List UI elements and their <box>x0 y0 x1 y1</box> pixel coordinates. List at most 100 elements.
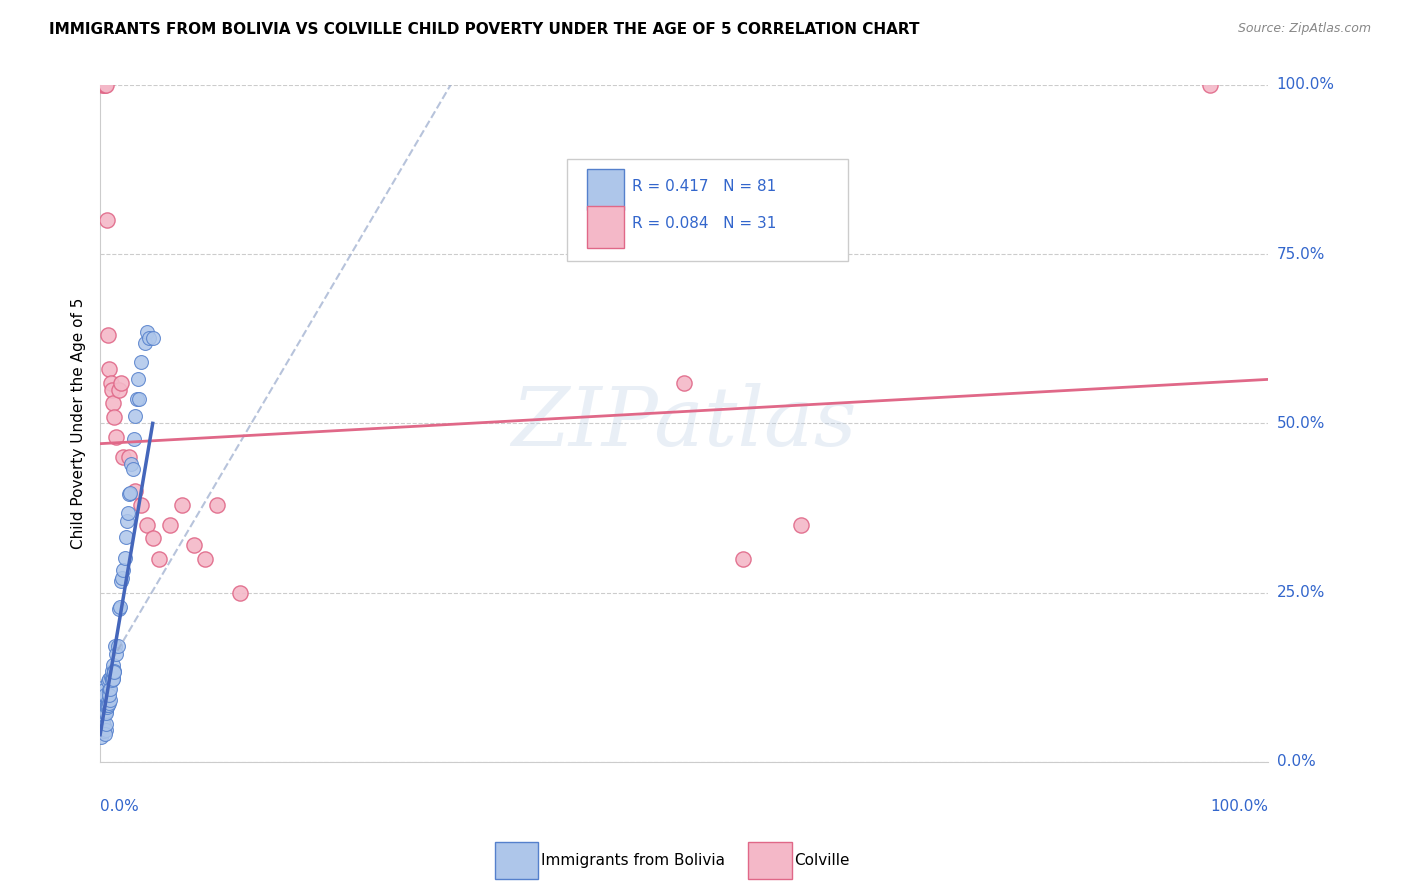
Point <box>101 672 124 686</box>
Point <box>205 498 228 512</box>
Point <box>93 719 115 733</box>
Point <box>93 706 115 720</box>
Point <box>122 461 145 475</box>
Point <box>91 694 114 708</box>
Point <box>103 409 125 424</box>
Point <box>108 383 131 397</box>
Point <box>112 450 135 465</box>
Point <box>98 692 121 706</box>
Point <box>98 688 121 702</box>
Point <box>128 392 150 406</box>
Point <box>93 724 115 739</box>
Point <box>110 599 132 614</box>
Point <box>98 362 121 376</box>
Text: R = 0.417   N = 81: R = 0.417 N = 81 <box>631 179 776 194</box>
Point <box>90 716 112 731</box>
Point <box>91 714 114 728</box>
Point <box>97 328 120 343</box>
Point <box>90 704 112 718</box>
Point <box>114 530 136 544</box>
Point <box>91 700 114 714</box>
Point <box>103 664 125 678</box>
Point <box>91 78 114 92</box>
Point <box>94 698 117 713</box>
Point <box>159 517 181 532</box>
Point <box>142 532 165 546</box>
Text: 0.0%: 0.0% <box>100 799 139 814</box>
Point <box>134 336 156 351</box>
Point <box>93 719 115 733</box>
Text: ZIPatlas: ZIPatlas <box>512 384 858 463</box>
Point <box>135 517 157 532</box>
Point <box>94 688 117 702</box>
Point <box>93 690 115 704</box>
Point <box>97 673 120 687</box>
Point <box>90 725 112 739</box>
Point <box>114 550 136 565</box>
Point <box>101 671 124 685</box>
Point <box>115 514 138 528</box>
Point <box>97 682 120 697</box>
Point <box>96 699 118 714</box>
Point <box>96 213 118 227</box>
Point <box>135 325 157 339</box>
Text: 50.0%: 50.0% <box>1277 416 1324 431</box>
Point <box>93 699 115 714</box>
Point <box>127 372 149 386</box>
Point <box>90 712 112 726</box>
Text: 25.0%: 25.0% <box>1277 585 1324 600</box>
Text: R = 0.084   N = 31: R = 0.084 N = 31 <box>631 216 776 231</box>
Point <box>101 671 124 685</box>
Point <box>97 673 120 688</box>
Point <box>101 664 124 678</box>
Point <box>124 484 146 499</box>
Text: 100.0%: 100.0% <box>1277 78 1334 93</box>
Point <box>94 704 117 718</box>
Point <box>90 731 112 745</box>
Point <box>93 683 115 698</box>
Point <box>110 376 132 390</box>
Point <box>91 712 114 726</box>
Point <box>100 376 122 390</box>
Point <box>91 716 114 731</box>
Text: Immigrants from Bolivia: Immigrants from Bolivia <box>541 854 725 868</box>
Point <box>91 721 114 735</box>
Point <box>97 696 120 710</box>
Point <box>104 639 127 653</box>
Point <box>90 723 112 738</box>
Point <box>93 702 115 716</box>
Point <box>97 694 120 708</box>
Point <box>673 376 696 390</box>
FancyBboxPatch shape <box>588 169 623 211</box>
Point <box>100 670 122 684</box>
Point <box>101 383 124 397</box>
FancyBboxPatch shape <box>588 206 623 248</box>
Point <box>91 681 114 695</box>
Point <box>101 396 124 410</box>
Point <box>94 78 117 92</box>
Point <box>93 78 115 92</box>
Point <box>96 698 118 713</box>
Point <box>107 602 129 616</box>
Point <box>94 727 117 741</box>
Point <box>91 708 114 723</box>
Point <box>1199 78 1222 92</box>
Point <box>118 487 141 501</box>
Point <box>120 457 142 471</box>
Point <box>142 331 165 345</box>
Point <box>100 673 122 687</box>
Point <box>105 430 128 444</box>
FancyBboxPatch shape <box>568 160 848 261</box>
Point <box>107 639 129 653</box>
Point <box>183 538 205 552</box>
Point <box>101 657 124 672</box>
Point <box>112 563 135 577</box>
Text: 75.0%: 75.0% <box>1277 247 1324 261</box>
Text: Colville: Colville <box>794 854 849 868</box>
Point <box>194 551 217 566</box>
Point <box>129 498 152 512</box>
Text: Source: ZipAtlas.com: Source: ZipAtlas.com <box>1237 22 1371 36</box>
Point <box>129 354 152 368</box>
Point <box>91 700 114 714</box>
Point <box>170 498 193 512</box>
